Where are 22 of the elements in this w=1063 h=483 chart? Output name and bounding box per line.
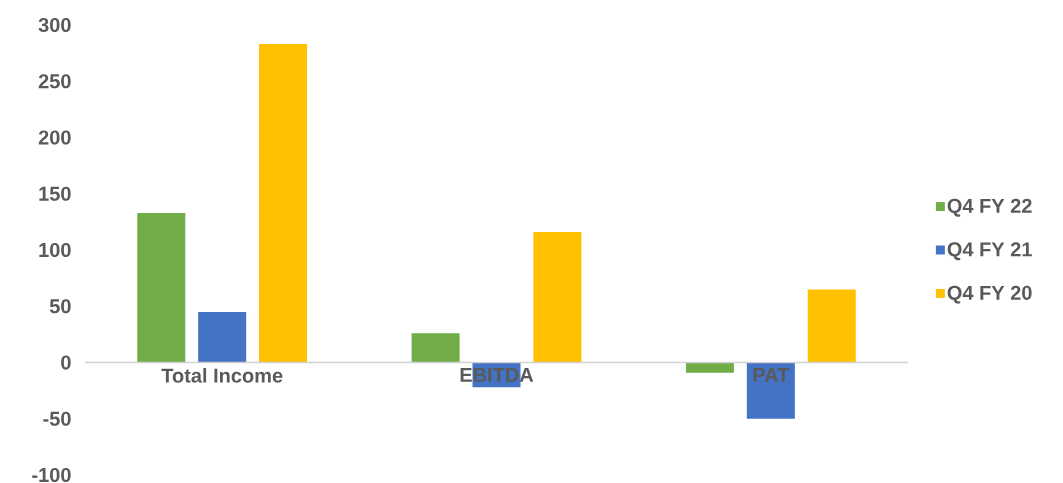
legend-label: Q4 FY 21 [947, 242, 1032, 261]
y-tick-label: 250 [38, 74, 71, 89]
y-tick-label: -100 [32, 467, 71, 483]
y-tick-label: 50 [49, 299, 71, 314]
bar [198, 311, 247, 363]
y-tick-label: -50 [43, 411, 71, 426]
bar [533, 232, 582, 363]
y-tick-label: 150 [39, 186, 71, 201]
y-tick-label: 0 [61, 355, 71, 370]
bar [411, 333, 460, 363]
bar [685, 362, 734, 373]
y-tick-label: 100 [39, 242, 71, 258]
y-tick-label: 300 [38, 17, 71, 33]
y-tick-label: 200 [38, 130, 71, 145]
legend-label: Q4 FY 20 [947, 285, 1032, 304]
bar [746, 362, 795, 419]
x-tick-label: Total Income [161, 368, 283, 383]
bar [807, 289, 856, 363]
x-tick-label: PAT [753, 368, 790, 382]
bar [259, 44, 308, 363]
bar [137, 212, 186, 363]
legend-label: Q4 FY 22 [947, 198, 1032, 217]
